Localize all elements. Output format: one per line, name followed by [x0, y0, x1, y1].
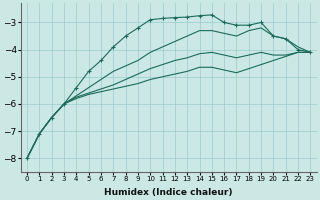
X-axis label: Humidex (Indice chaleur): Humidex (Indice chaleur) — [104, 188, 233, 197]
